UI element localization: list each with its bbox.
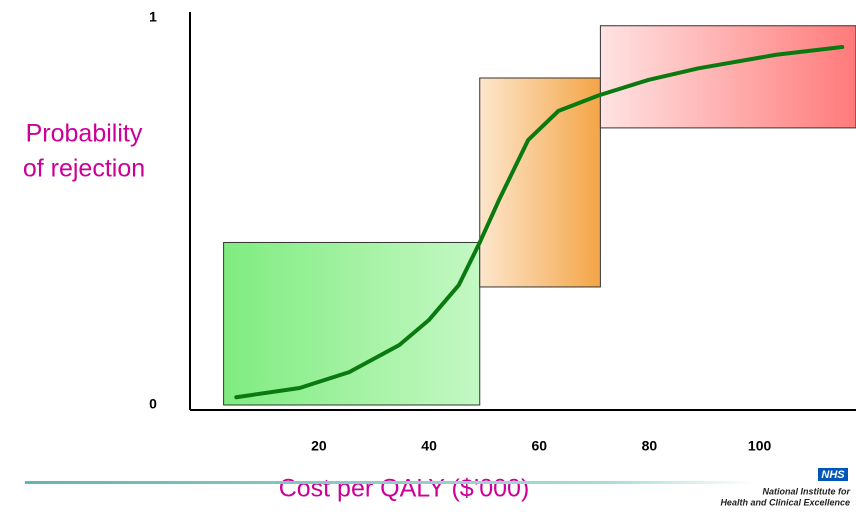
- y-label: Probability: [26, 120, 143, 148]
- logo-line: Health and Clinical Excellence: [720, 497, 850, 507]
- x-tick-label: 20: [311, 438, 327, 454]
- y-label: of rejection: [23, 155, 145, 183]
- region: [599, 25, 856, 129]
- y-tick-label: 1: [149, 9, 157, 25]
- footer-rule: [25, 481, 755, 484]
- curve: [234, 45, 845, 400]
- y-tick-label: 0: [149, 396, 157, 412]
- x-tick-label: 100: [748, 438, 772, 454]
- x-tick-label: 40: [421, 438, 437, 454]
- logo-line: National Institute for: [763, 486, 851, 496]
- region: [479, 77, 601, 288]
- x-tick-label: 60: [531, 438, 547, 454]
- regions: [223, 25, 856, 406]
- nhs-badge: [818, 468, 848, 481]
- x-label: Cost per QALY ($’000): [279, 475, 530, 503]
- nhs-badge-text: NHS: [821, 469, 845, 481]
- region: [223, 241, 481, 406]
- x-tick-label: 80: [642, 438, 658, 454]
